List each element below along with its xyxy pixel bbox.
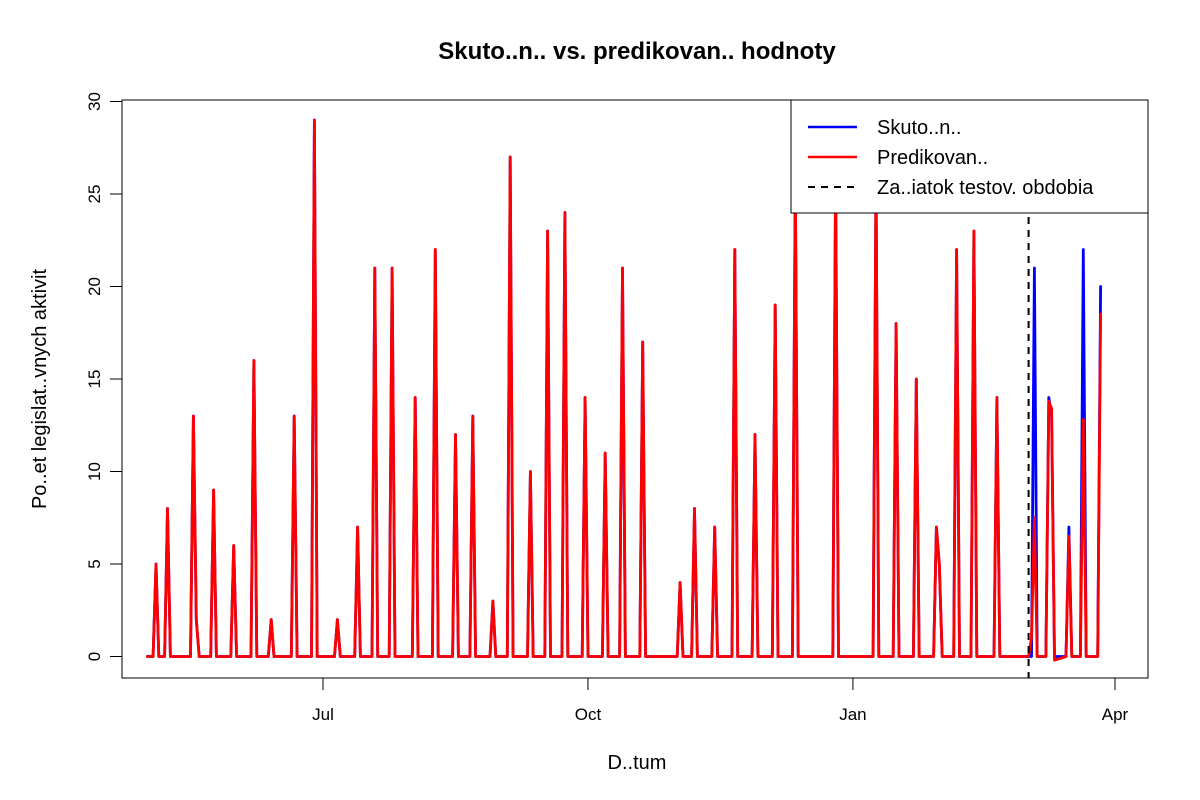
y-tick-label: 30 [85,92,104,111]
series-line-predicted [145,118,1102,662]
x-tick-label: Jul [312,705,334,724]
legend-label-actual: Skuto..n.. [877,117,962,139]
y-tick-label: 20 [85,277,104,296]
chart-title: Skuto..n.. vs. predikovan.. hodnoty [438,38,836,65]
x-tick-label: Apr [1102,705,1129,724]
x-tick-label: Jan [839,705,866,724]
x-tick-label: Oct [575,705,602,724]
legend-label-predicted: Predikovan.. [877,147,988,169]
y-tick-label: 15 [85,370,104,389]
legend-label-test-start: Za..iatok testov. obdobia [877,177,1094,199]
y-tick-label: 25 [85,185,104,204]
y-tick-label: 10 [85,462,104,481]
legend: Skuto..n.. Predikovan.. Za..iatok testov… [790,99,1149,214]
y-tick-label: 5 [85,559,104,568]
plot-frame [121,99,1149,679]
x-axis-title: D..tum [608,752,667,774]
y-tick-label: 0 [85,652,104,661]
y-axis-title: Po..et legislat..vnych aktivit [29,269,51,510]
